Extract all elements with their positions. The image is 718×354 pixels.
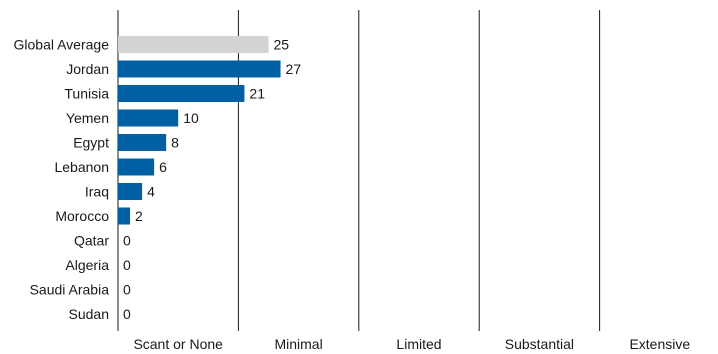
category-label: Algeria [65, 257, 109, 273]
value-label: 8 [171, 135, 179, 151]
value-label: 6 [159, 159, 167, 175]
bar [118, 109, 179, 127]
category-label: Jordan [66, 61, 109, 77]
bar [118, 134, 167, 151]
bars [118, 36, 281, 225]
category-label: Egypt [73, 135, 109, 151]
category-label: Morocco [55, 208, 109, 224]
value-label: 0 [123, 257, 131, 273]
bar [118, 60, 281, 78]
category-label: Qatar [74, 233, 109, 249]
category-label: Tunisia [64, 86, 109, 102]
band-label: Scant or None [133, 336, 223, 352]
value-label: 21 [249, 86, 265, 102]
value-label: 25 [274, 37, 290, 53]
category-label: Lebanon [54, 159, 109, 175]
category-label: Yemen [66, 110, 109, 126]
band-label: Substantial [505, 336, 574, 352]
category-label: Saudi Arabia [30, 282, 110, 298]
bar [118, 183, 143, 200]
value-label: 0 [123, 282, 131, 298]
bar [118, 207, 131, 225]
bar [118, 36, 269, 53]
category-label: Global Average [14, 37, 110, 53]
bar [118, 85, 245, 102]
value-label: 0 [123, 306, 131, 322]
bar [118, 158, 155, 176]
value-label: 4 [147, 184, 155, 200]
category-label: Iraq [85, 184, 109, 200]
category-label: Sudan [69, 306, 109, 322]
band-labels: Scant or None Minimal Limited Substantial Ex… [133, 336, 690, 352]
category-labels: Global Average Jordan Tunisia Yemen Egypt Leb… [14, 37, 110, 323]
value-label: 2 [135, 208, 143, 224]
band-label: Extensive [629, 336, 690, 352]
band-label: Limited [396, 336, 441, 352]
band-label: Minimal [274, 336, 322, 352]
band-dividers [117, 10, 601, 331]
value-label: 27 [286, 61, 302, 77]
value-label: 10 [183, 110, 199, 126]
value-label: 0 [123, 233, 131, 249]
